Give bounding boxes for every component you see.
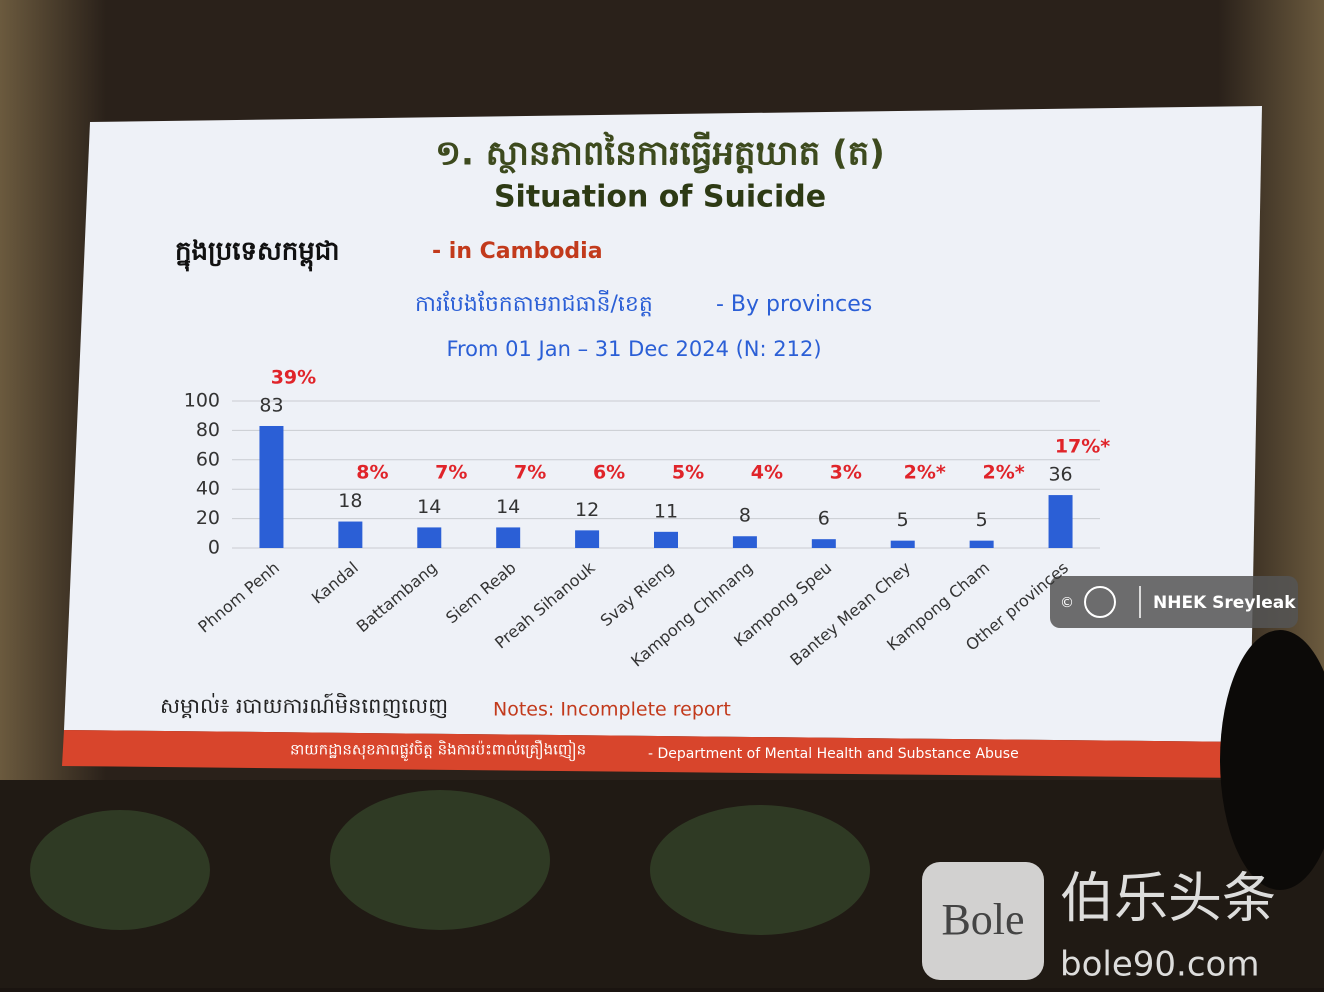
share-label: 39% [271, 366, 316, 388]
bar [338, 521, 363, 548]
note-en: Notes: Incomplete report [493, 699, 731, 721]
share-label: 4% [751, 462, 783, 484]
bar [890, 540, 915, 548]
y-tick-label: 0 [208, 537, 220, 559]
value-label: 6 [818, 508, 830, 530]
y-tick-label: 60 [196, 448, 220, 470]
credit: NHEK Sreyleak [1153, 593, 1296, 613]
chart-title-en: - By provinces [716, 292, 872, 317]
watermark-logo-box [922, 862, 1044, 980]
bar [1048, 495, 1073, 548]
footer-km: នាយកដ្ឋានសុខភាពផ្លូវចិត្ត និងការប៉ះពាល់គ… [290, 740, 586, 762]
share-label: 5% [672, 462, 704, 484]
value-label: 36 [1048, 464, 1072, 486]
slide [64, 106, 1262, 742]
y-tick-label: 100 [184, 390, 220, 412]
share-label: 3% [830, 462, 862, 484]
value-label: 83 [259, 394, 283, 416]
plant [330, 790, 550, 930]
credit-mark: © [1060, 595, 1074, 611]
share-label: 6% [593, 462, 625, 484]
bar [496, 527, 521, 548]
watermark-logo: Bole [941, 895, 1024, 944]
share-label: 7% [435, 462, 467, 484]
y-tick-label: 40 [196, 478, 220, 500]
y-tick-label: 20 [196, 507, 220, 529]
share-label: 8% [356, 462, 388, 484]
bar [732, 536, 757, 548]
bar [575, 530, 600, 548]
footer-en: - Department of Mental Health and Substa… [648, 746, 1019, 762]
value-label: 5 [976, 509, 988, 531]
value-label: 14 [417, 496, 441, 518]
bar [969, 540, 994, 548]
plant [30, 810, 210, 930]
value-label: 8 [739, 505, 751, 527]
watermark-name: 伯乐头条 [1060, 867, 1276, 930]
chart-title-km: ការបែងចែកតាមរាជធានី/ខេត្ត [415, 290, 653, 317]
value-label: 14 [496, 496, 520, 518]
note-km: សម្គាល់៖ របាយការណ៍មិនពេញលេញ [160, 693, 448, 719]
share-label: 17%* [1055, 436, 1110, 458]
title-en: Situation of Suicide [494, 180, 826, 215]
bar [259, 425, 284, 548]
region-km: ក្នុងប្រទេសកម្ពុជា [175, 237, 340, 272]
value-label: 12 [575, 499, 599, 521]
share-label: 2%* [904, 462, 946, 484]
bar [417, 527, 442, 548]
bar [654, 531, 678, 548]
plant [650, 805, 870, 935]
region-en: - in Cambodia [432, 239, 603, 264]
bar [811, 539, 836, 548]
value-label: 5 [897, 509, 909, 531]
y-tick-label: 80 [196, 419, 220, 441]
chart-subtitle: From 01 Jan – 31 Dec 2024 (N: 212) [446, 337, 821, 361]
watermark-site: bole90.com [1060, 945, 1259, 985]
credit-logo [1084, 586, 1116, 618]
value-label: 18 [338, 490, 362, 512]
person-head [1220, 630, 1324, 890]
title-km: ១. ស្ថានភាពនៃការធ្វើអត្តឃាត (ត) [435, 132, 885, 175]
share-label: 7% [514, 462, 546, 484]
share-label: 2%* [983, 462, 1025, 484]
value-label: 11 [654, 500, 678, 522]
footer-bar [62, 730, 1250, 778]
credit-box [1050, 576, 1298, 628]
